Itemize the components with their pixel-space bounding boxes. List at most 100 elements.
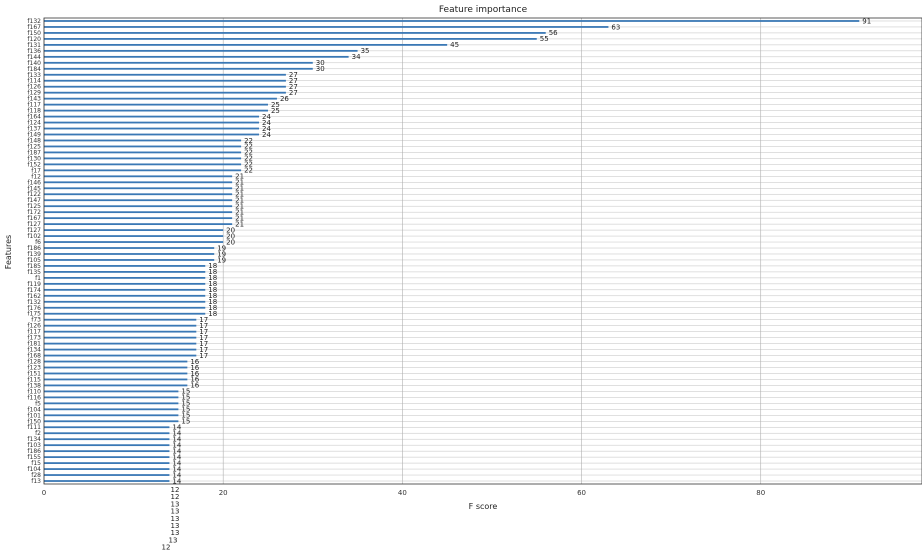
bar-value-label: 27 [289,77,298,85]
y-tick-label: f164 [27,114,41,121]
x-tick-label: 60 [577,489,586,497]
bar [44,360,188,363]
bar-value-label: 14 [172,441,181,449]
bar-value-label: 21 [235,208,244,216]
bar [44,115,260,118]
bar-value-label: 17 [199,328,208,336]
bar-value-label: 21 [235,179,244,187]
y-tick-label: f168 [27,353,41,360]
bar-value-label: 21 [235,191,244,199]
bar-value-label: 17 [199,352,208,360]
overflow-labels: 12121313131313131212 [162,486,180,550]
bar [44,336,197,339]
bar-value-label: 19 [217,244,226,252]
y-tick-label: f138 [27,382,41,389]
bar-value-label: 21 [235,197,244,205]
bar [44,480,170,482]
bar [44,438,170,441]
bar [44,121,260,124]
bar-value-label: 17 [199,346,208,354]
y-tick-label: f128 [27,359,41,366]
bar [44,348,197,351]
bar-value-label: 16 [190,358,199,366]
y-tick-label: f151 [27,370,41,377]
y-tick-label: f184 [27,66,41,73]
y-tick-label: f114 [27,78,41,85]
bar-value-label: 18 [208,304,217,312]
bar [44,97,277,100]
bar-value-label: 21 [235,185,244,193]
y-tick-label: f127 [27,227,41,234]
bar-value-label: 15 [181,412,190,420]
bar [44,288,206,291]
overflow-value-label: 13 [171,500,180,508]
y-tick-label: f115 [27,376,41,383]
bar [44,91,286,94]
bar [44,73,286,76]
y-tick-label: f105 [27,257,41,264]
y-tick-label: f12 [31,173,41,180]
overflow-value-label: 13 [171,515,180,523]
y-tick-label: f186 [27,448,41,455]
overflow-value-label: 13 [169,536,178,544]
bar-value-label: 16 [190,376,199,384]
y-tick-label: f145 [27,185,41,192]
y-tick-label: f111 [27,424,41,431]
bar-value-label: 22 [244,155,253,163]
y-tick-label: f181 [27,341,41,348]
bar-value-label: 22 [244,167,253,175]
bar-value-label: 17 [199,340,208,348]
bar-value-label: 22 [244,137,253,145]
bar-value-label: 24 [262,113,271,121]
y-tick-label: f176 [27,305,41,312]
bar-value-label: 20 [226,232,235,240]
y-tick-label: f173 [27,335,41,342]
y-tick-label: f129 [27,90,41,97]
y-tick-label: f101 [27,412,41,419]
y-tick-label: f104 [27,466,41,473]
bar-value-label: 22 [244,149,253,157]
bar [44,312,206,315]
x-tick-labels: 0 20 40 60 80 [42,489,765,497]
y-tick-label: f15 [31,460,41,467]
y-tick-label: f174 [27,287,41,294]
bar-value-label: 18 [208,298,217,306]
y-tick-label: f150 [27,418,41,425]
bar [44,384,188,387]
bar-value-label: 34 [352,53,361,61]
bar-value-label: 27 [289,71,298,79]
bar-value-label: 21 [235,173,244,181]
overflow-value-label: 13 [171,508,180,516]
bar [44,181,233,184]
bar [44,199,233,202]
bar-value-label: 15 [181,400,190,408]
bar-value-label: 17 [199,316,208,324]
x-tick-label: 80 [756,489,765,497]
y-tick-labels: f132f167f150f120f131f136f144f140f184f133… [27,18,41,485]
y-tick-label: f143 [27,96,41,103]
y-tick-label: f28 [31,472,41,479]
bar-value-label: 45 [450,41,459,49]
x-tick-label: 0 [42,489,46,497]
bar-value-label: 16 [190,382,199,390]
y-tick-label: f110 [27,388,41,395]
data-labels: 9163565545353430302727272726252524242424… [172,17,871,485]
y-tick-label: f102 [27,233,41,240]
y-tick-label: f167 [27,215,41,222]
y-tick-label: f1 [35,275,41,282]
bar-value-label: 15 [181,418,190,426]
bar [44,468,170,470]
y-tick-label: f139 [27,251,41,258]
bar-value-label: 19 [217,250,226,258]
bar [44,43,448,46]
bar [44,67,313,70]
bar [44,271,206,273]
y-tick-label: f131 [27,42,41,49]
bar [44,420,179,423]
bar-value-label: 21 [235,214,244,222]
bar-value-label: 18 [208,274,217,282]
bar [44,217,233,220]
y-tick-label: f125 [27,203,41,210]
y-tick-label: f127 [27,221,41,228]
bar-value-label: 24 [262,131,271,139]
